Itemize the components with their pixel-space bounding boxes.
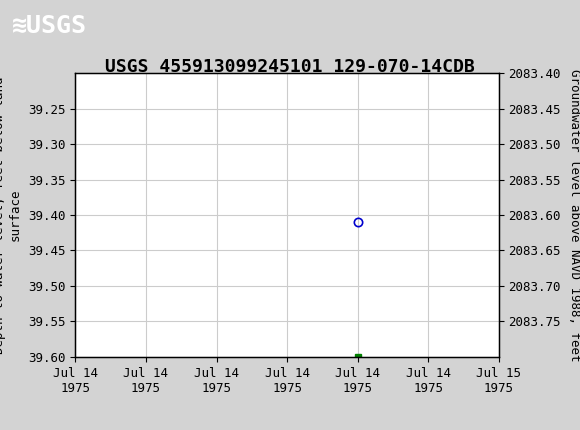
Text: USGS 455913099245101 129-070-14CDB: USGS 455913099245101 129-070-14CDB — [105, 58, 475, 76]
Y-axis label: Depth to water level, feet below land
surface: Depth to water level, feet below land su… — [0, 76, 21, 354]
Text: ≋USGS: ≋USGS — [12, 14, 86, 38]
Y-axis label: Groundwater level above NAVD 1988, feet: Groundwater level above NAVD 1988, feet — [568, 69, 580, 361]
